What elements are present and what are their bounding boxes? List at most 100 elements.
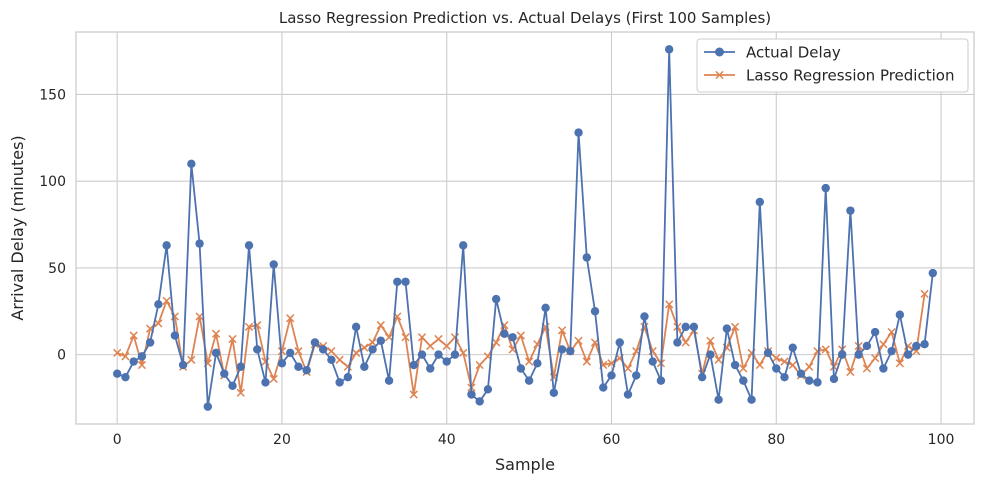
prediction-point [335, 355, 344, 364]
prediction-point-stroke [574, 336, 583, 345]
actual-delay-point [689, 322, 699, 332]
actual-delay-point [747, 395, 756, 404]
actual-delay-point [129, 357, 138, 366]
prediction-point-stroke [417, 333, 427, 342]
prediction-point-stroke [772, 353, 781, 363]
prediction-point-stroke [269, 374, 278, 384]
actual-delay-point [335, 378, 344, 387]
prediction-point-stroke [805, 362, 814, 371]
prediction-point [714, 355, 723, 364]
prediction-point-stroke [228, 334, 237, 344]
prediction-point-stroke [434, 334, 443, 344]
actual-delay-point [706, 350, 715, 359]
actual-delay-point [211, 348, 221, 358]
legend-prediction-marker [715, 70, 724, 80]
prediction-point-stroke [516, 331, 526, 340]
prediction-point-stroke [813, 347, 822, 356]
grid [76, 32, 974, 424]
prediction-point [895, 359, 904, 368]
prediction-point-stroke [409, 390, 418, 399]
prediction-point-stroke [286, 314, 295, 323]
actual-delay-point [178, 360, 188, 370]
prediction-point-stroke [632, 347, 641, 356]
prediction-point-stroke [376, 321, 385, 330]
prediction-point [459, 348, 468, 358]
prediction-point-stroke [360, 343, 369, 352]
prediction-line [116, 293, 926, 396]
actual-delay-point [607, 371, 616, 380]
prediction-point-stroke [895, 359, 904, 368]
actual-delay-point [549, 388, 559, 397]
prediction-point-stroke [739, 364, 748, 373]
actual-delay-point [664, 45, 674, 54]
actual-delay-point [870, 327, 880, 337]
actual-delay-point [401, 277, 410, 286]
prediction-point [681, 338, 690, 347]
prediction-point [730, 322, 740, 331]
y-tick-label: 50 [48, 261, 66, 277]
y-tick-label: 0 [57, 348, 66, 364]
prediction-point-stroke [450, 333, 460, 342]
actual-delay-point [755, 197, 764, 207]
actual-delay-point [920, 340, 929, 349]
prediction-point-stroke [492, 338, 501, 347]
prediction-point [780, 357, 789, 366]
actual-delay-point [813, 378, 822, 387]
prediction-point-stroke [648, 347, 657, 356]
prediction-point [244, 322, 254, 331]
prediction-point [879, 340, 888, 349]
prediction-point [409, 390, 418, 399]
x-tick-label: 0 [113, 432, 122, 448]
actual-delay-point [599, 383, 608, 392]
prediction-point-stroke [459, 348, 468, 358]
prediction-point [360, 343, 369, 352]
actual-delay-point [887, 346, 896, 356]
prediction-point-stroke [607, 359, 616, 368]
prediction-point-stroke [846, 367, 855, 377]
prediction-point-stroke [442, 341, 451, 351]
prediction-point [475, 360, 484, 370]
legend-prediction-label: Lasso Regression Prediction [746, 67, 954, 85]
prediction-point-stroke [665, 300, 674, 309]
prediction-point-stroke [137, 360, 147, 370]
actual-delay-point [426, 364, 435, 373]
prediction-point-stroke [277, 347, 287, 356]
actual-delay-point [632, 371, 641, 380]
prediction-point [706, 336, 715, 345]
x-tick-label: 20 [273, 432, 291, 448]
actual-delay-point [928, 268, 938, 278]
actual-delay-point [722, 324, 732, 333]
prediction-point-stroke [211, 329, 221, 338]
prediction-point [450, 333, 460, 342]
prediction-point [516, 331, 526, 340]
actual-delay-point [557, 345, 567, 354]
actual-delay-point [253, 345, 262, 354]
prediction-point [228, 334, 237, 344]
actual-delay-point [903, 350, 913, 359]
actual-delay-point [269, 260, 278, 269]
actual-delay-point [121, 372, 130, 382]
prediction-point [920, 289, 929, 299]
actual-delay-point [244, 241, 254, 250]
actual-delay-point [829, 374, 839, 384]
actual-delay-point [854, 350, 863, 359]
actual-delay-point [112, 369, 122, 378]
x-tick-label: 40 [438, 432, 456, 448]
actual-delay-point [203, 402, 213, 411]
prediction-point [871, 353, 880, 363]
actual-delay-point [409, 360, 418, 370]
prediction-point [772, 353, 781, 363]
prediction-point [384, 333, 394, 342]
actual-delay-point [294, 362, 303, 371]
actual-delay-point [524, 376, 534, 385]
prediction-point [574, 336, 583, 345]
actual-delay-point [912, 341, 921, 351]
prediction-point [351, 348, 361, 358]
prediction-point [805, 362, 814, 371]
actual-delay-point [788, 343, 797, 352]
prediction-point-stroke [236, 388, 245, 397]
prediction-point-stroke [862, 364, 872, 373]
actual-delay-point [739, 376, 748, 385]
actual-delay-point [681, 322, 690, 332]
